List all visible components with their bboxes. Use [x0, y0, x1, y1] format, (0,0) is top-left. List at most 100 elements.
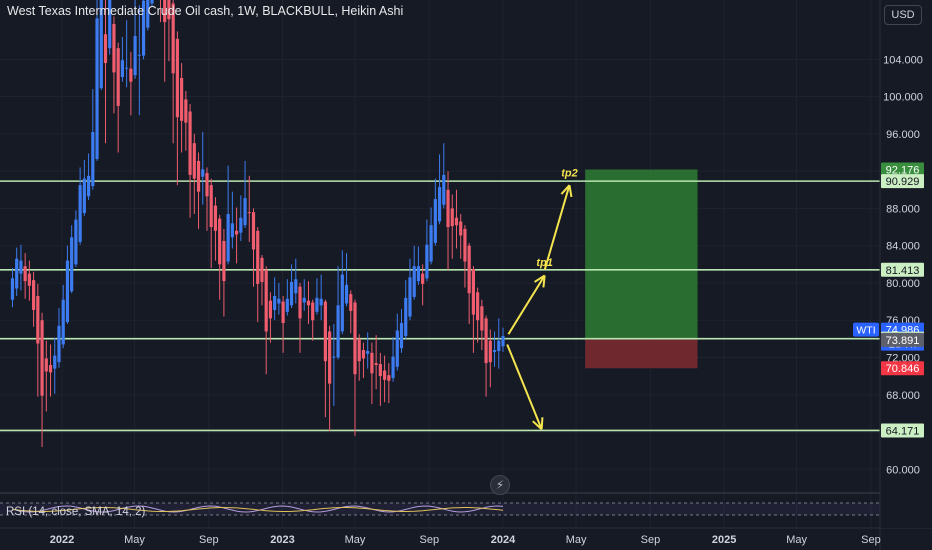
- candle-body: [180, 77, 184, 121]
- candle-body: [103, 34, 108, 64]
- price-label-gray-bg: [881, 332, 924, 347]
- price-label-level-bg: [881, 423, 924, 438]
- candle-body: [446, 189, 450, 228]
- candle-body: [467, 245, 471, 294]
- candle-body: [463, 228, 467, 262]
- x-tick-label: 2023: [270, 534, 294, 546]
- candle-body: [425, 244, 429, 279]
- forecast-arrow-line[interactable]: [506, 344, 543, 430]
- candle-body: [306, 300, 311, 306]
- candle-body: [323, 301, 327, 362]
- candle-body: [480, 306, 484, 331]
- candle-body: [19, 260, 23, 274]
- currency-button[interactable]: USD: [884, 5, 922, 25]
- forecast-arrow-line[interactable]: [507, 274, 546, 335]
- candle-body: [387, 375, 391, 381]
- price-label-gray: 73.891: [886, 335, 920, 347]
- candle-body: [167, 0, 171, 20]
- candle-body: [264, 269, 268, 332]
- price-label-target: 92.176: [886, 165, 920, 177]
- y-tick-label: 96.000: [886, 129, 920, 141]
- candle-body: [370, 352, 374, 374]
- annotation-tp1: tp1: [536, 257, 553, 269]
- y-tick-label: 80.000: [886, 278, 920, 290]
- candle-body: [247, 212, 251, 214]
- x-tick-label: Sep: [641, 534, 661, 546]
- candle-body: [399, 323, 404, 349]
- candle-body: [171, 3, 175, 74]
- candle-body: [289, 282, 294, 306]
- candle-body: [328, 331, 332, 384]
- x-tick-label: Sep: [420, 534, 440, 546]
- price-label-level-bg: [881, 174, 924, 189]
- forecast-arrows[interactable]: [506, 184, 573, 430]
- y-tick-label: 100.000: [883, 92, 923, 104]
- candle-body: [311, 302, 315, 321]
- forecast-arrow-head: [560, 184, 571, 195]
- forecast-arrow-head: [532, 420, 543, 430]
- rsi-pane[interactable]: [0, 492, 932, 529]
- x-tick-label: 2024: [491, 534, 516, 546]
- candle-body: [319, 298, 323, 306]
- candle-body: [209, 185, 213, 228]
- candle-body: [226, 214, 230, 262]
- y-tick-label: 60.000: [886, 464, 920, 476]
- forecast-arrow-head: [542, 275, 546, 288]
- candle-body: [192, 143, 196, 179]
- candle-body: [196, 160, 201, 192]
- candle-body: [48, 364, 53, 373]
- candle-body: [99, 0, 103, 89]
- candle-body: [57, 325, 61, 363]
- loss-zone[interactable]: [585, 338, 698, 369]
- candle-body: [150, 0, 154, 4]
- candle-body: [268, 300, 273, 319]
- annotation-tp2: tp2: [561, 167, 578, 179]
- forecast-arrow-head: [568, 184, 573, 198]
- candle-body: [349, 294, 353, 311]
- x-tick-label: 2022: [50, 534, 74, 546]
- y-tick-label: 84.000: [886, 241, 920, 253]
- x-tick-label: 2025: [712, 534, 736, 546]
- candle-body: [277, 298, 281, 304]
- x-tick-label: May: [566, 534, 587, 546]
- candle-body: [404, 297, 408, 337]
- x-tick-label: May: [786, 534, 807, 546]
- candle-body: [256, 230, 260, 284]
- long-position-tool[interactable]: [585, 169, 698, 369]
- candle-body: [298, 286, 302, 319]
- price-label-target-bg: [881, 162, 924, 177]
- candle-body: [340, 274, 344, 332]
- candle-body: [374, 363, 378, 365]
- rsi-indicator-label[interactable]: RSI (14, close, SMA, 14, 2): [6, 506, 146, 518]
- x-tick-label: May: [345, 534, 366, 546]
- candle-body: [382, 370, 387, 380]
- candle-body: [133, 36, 137, 76]
- bolt-icon[interactable]: ⚡︎: [490, 475, 510, 495]
- price-label-stop-bg: [881, 361, 924, 376]
- time-axis[interactable]: 2022 May Sep 2023 May Sep 2024 May Sep 2025 May Sep: [50, 534, 881, 546]
- price-label-stop: 70.846: [886, 363, 920, 375]
- candle-body: [361, 350, 366, 359]
- profit-zone[interactable]: [585, 169, 698, 339]
- candle-body: [294, 279, 298, 294]
- candle-body: [471, 268, 475, 315]
- candle-body: [61, 299, 65, 345]
- candle-body: [273, 296, 277, 310]
- candle-body: [336, 305, 340, 358]
- candle-body: [213, 205, 218, 231]
- candle-body: [357, 338, 361, 362]
- forecast-arrow-head: [540, 417, 544, 430]
- candle-body: [218, 218, 222, 265]
- candle-body: [32, 280, 36, 310]
- candle-body: [125, 67, 129, 69]
- candle-body: [332, 356, 336, 358]
- candle-body: [442, 174, 446, 205]
- forecast-arrow-line[interactable]: [543, 184, 571, 271]
- candle-body: [222, 241, 226, 282]
- candle-body: [53, 355, 57, 369]
- candle-body: [129, 68, 133, 82]
- candle-body: [412, 266, 416, 297]
- candle-body: [251, 212, 256, 250]
- candle-body: [433, 199, 437, 243]
